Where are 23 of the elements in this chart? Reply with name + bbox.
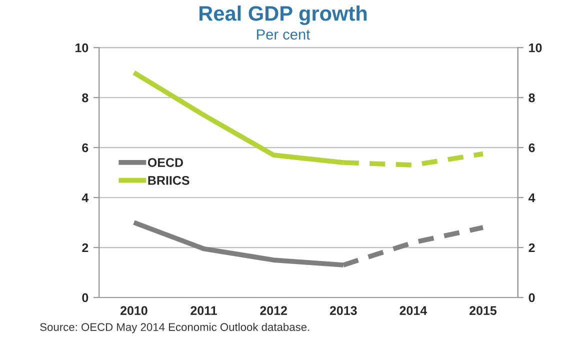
x-tick-label: 2014 <box>400 306 428 316</box>
source-note: Source: OECD May 2014 Economic Outlook database. <box>40 322 310 334</box>
y2-tick-label: 10 <box>529 43 542 52</box>
x-tick-label: 2015 <box>470 306 497 316</box>
x-tick-label: 2013 <box>330 306 357 316</box>
y-tick-label: 0 <box>82 293 88 302</box>
y2-tick-label: 0 <box>528 293 535 302</box>
y2-tick-label: 6 <box>528 143 535 152</box>
y2-tick-label: 2 <box>528 243 535 252</box>
x-tick-label: 2010 <box>120 306 148 316</box>
legend-label: BRIICS <box>148 176 190 185</box>
chart-title: Real GDP growth <box>200 6 367 26</box>
legend-label: OECD <box>148 158 184 167</box>
x-tick-label: 2012 <box>260 306 287 316</box>
y-tick-label: 8 <box>82 93 88 102</box>
y2-tick-label: 8 <box>528 93 535 102</box>
y-tick-label: 4 <box>82 193 89 202</box>
y2-tick-label: 4 <box>528 193 536 202</box>
chart-subtitle: Per cent <box>257 29 310 40</box>
y-tick-label: 10 <box>76 43 88 52</box>
y-tick-label: 2 <box>82 243 88 252</box>
x-tick-label: 2011 <box>190 306 217 316</box>
y-tick-label: 6 <box>82 143 88 152</box>
